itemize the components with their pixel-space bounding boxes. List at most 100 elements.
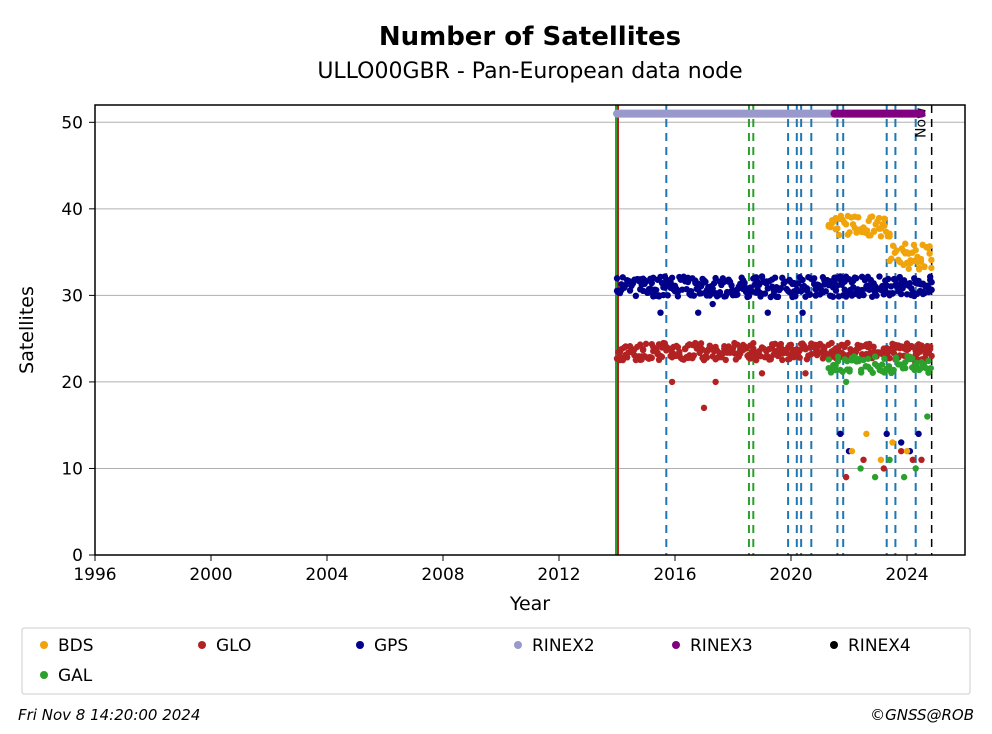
data-point: [835, 358, 841, 364]
data-point: [878, 233, 884, 239]
data-point: [889, 290, 895, 296]
data-point: [675, 293, 681, 299]
data-point: [869, 213, 875, 219]
data-point: [712, 379, 718, 385]
ytick-label: 50: [61, 113, 83, 133]
ytick-label: 20: [61, 373, 83, 393]
data-point: [772, 274, 778, 280]
data-point: [811, 275, 817, 281]
data-point: [924, 413, 930, 419]
xtick-label: 2024: [885, 565, 928, 585]
data-point: [928, 287, 934, 293]
data-point: [881, 223, 887, 229]
ytick-label: 30: [61, 286, 83, 306]
data-point: [701, 405, 707, 411]
plot-area: [95, 105, 965, 555]
data-point: [807, 292, 813, 298]
data-point: [872, 474, 878, 480]
xtick-label: 2020: [769, 565, 812, 585]
data-point: [921, 264, 927, 270]
data-point: [633, 293, 639, 299]
data-point: [898, 291, 904, 297]
data-point: [906, 266, 912, 272]
data-point: [910, 457, 916, 463]
legend-marker: [672, 641, 680, 649]
data-point: [846, 229, 852, 235]
xtick-label: 1996: [73, 565, 116, 585]
data-point: [876, 273, 882, 279]
data-point: [898, 448, 904, 454]
data-point: [849, 448, 855, 454]
data-point: [759, 370, 765, 376]
data-point: [925, 358, 931, 364]
legend-label: RINEX3: [690, 636, 753, 656]
data-point: [857, 465, 863, 471]
chart-container: Now1996200020042008201220162020202401020…: [0, 0, 992, 734]
data-point: [913, 247, 919, 253]
data-point: [750, 340, 756, 346]
xtick-label: 2016: [653, 565, 696, 585]
data-point: [902, 365, 908, 371]
data-point: [918, 457, 924, 463]
timestamp: Fri Nov 8 14:20:00 2024: [18, 706, 200, 724]
data-point: [878, 457, 884, 463]
xtick-label: 2012: [537, 565, 580, 585]
data-point: [649, 355, 655, 361]
data-point: [889, 439, 895, 445]
x-axis-label: Year: [509, 593, 550, 615]
data-point: [775, 294, 781, 300]
data-point: [872, 353, 878, 359]
ytick-label: 0: [72, 546, 83, 566]
ytick-label: 10: [61, 459, 83, 479]
data-point: [904, 448, 910, 454]
data-point: [901, 474, 907, 480]
data-point: [860, 457, 866, 463]
data-point: [659, 354, 665, 360]
data-point: [927, 346, 933, 352]
data-point: [614, 275, 620, 281]
data-point: [802, 370, 808, 376]
data-point: [799, 277, 805, 283]
ytick-label: 40: [61, 200, 83, 220]
data-point: [836, 232, 842, 238]
data-point: [928, 365, 934, 371]
data-point: [640, 347, 646, 353]
data-point: [926, 243, 932, 249]
data-point: [902, 241, 908, 247]
data-point: [928, 279, 934, 285]
data-point: [741, 280, 747, 286]
data-point: [843, 379, 849, 385]
data-point: [669, 275, 675, 281]
data-point: [855, 214, 861, 220]
data-point: [843, 221, 849, 227]
data-point: [888, 255, 894, 261]
chart-svg: Now1996200020042008201220162020202401020…: [0, 0, 992, 734]
legend-box: [22, 628, 970, 694]
data-point: [846, 366, 852, 372]
data-point: [834, 225, 840, 231]
chart-title: Number of Satellites: [379, 22, 681, 52]
data-point: [884, 431, 890, 437]
data-point: [723, 357, 729, 363]
data-point: [928, 257, 934, 263]
xtick-label: 2008: [421, 565, 464, 585]
legend-marker: [198, 641, 206, 649]
legend-label: BDS: [58, 636, 94, 656]
data-point: [710, 301, 716, 307]
data-point: [844, 340, 850, 346]
data-point: [669, 379, 675, 385]
y-axis-label: Satellites: [16, 286, 38, 374]
data-point: [799, 309, 805, 315]
data-point: [865, 356, 871, 362]
data-point: [837, 431, 843, 437]
data-point: [704, 354, 710, 360]
data-point: [657, 309, 663, 315]
data-point: [765, 309, 771, 315]
legend-label: RINEX4: [848, 636, 911, 656]
data-point: [676, 349, 682, 355]
data-point: [826, 356, 832, 362]
data-point: [665, 292, 671, 298]
data-point: [915, 431, 921, 437]
data-point: [843, 474, 849, 480]
data-point: [828, 340, 834, 346]
